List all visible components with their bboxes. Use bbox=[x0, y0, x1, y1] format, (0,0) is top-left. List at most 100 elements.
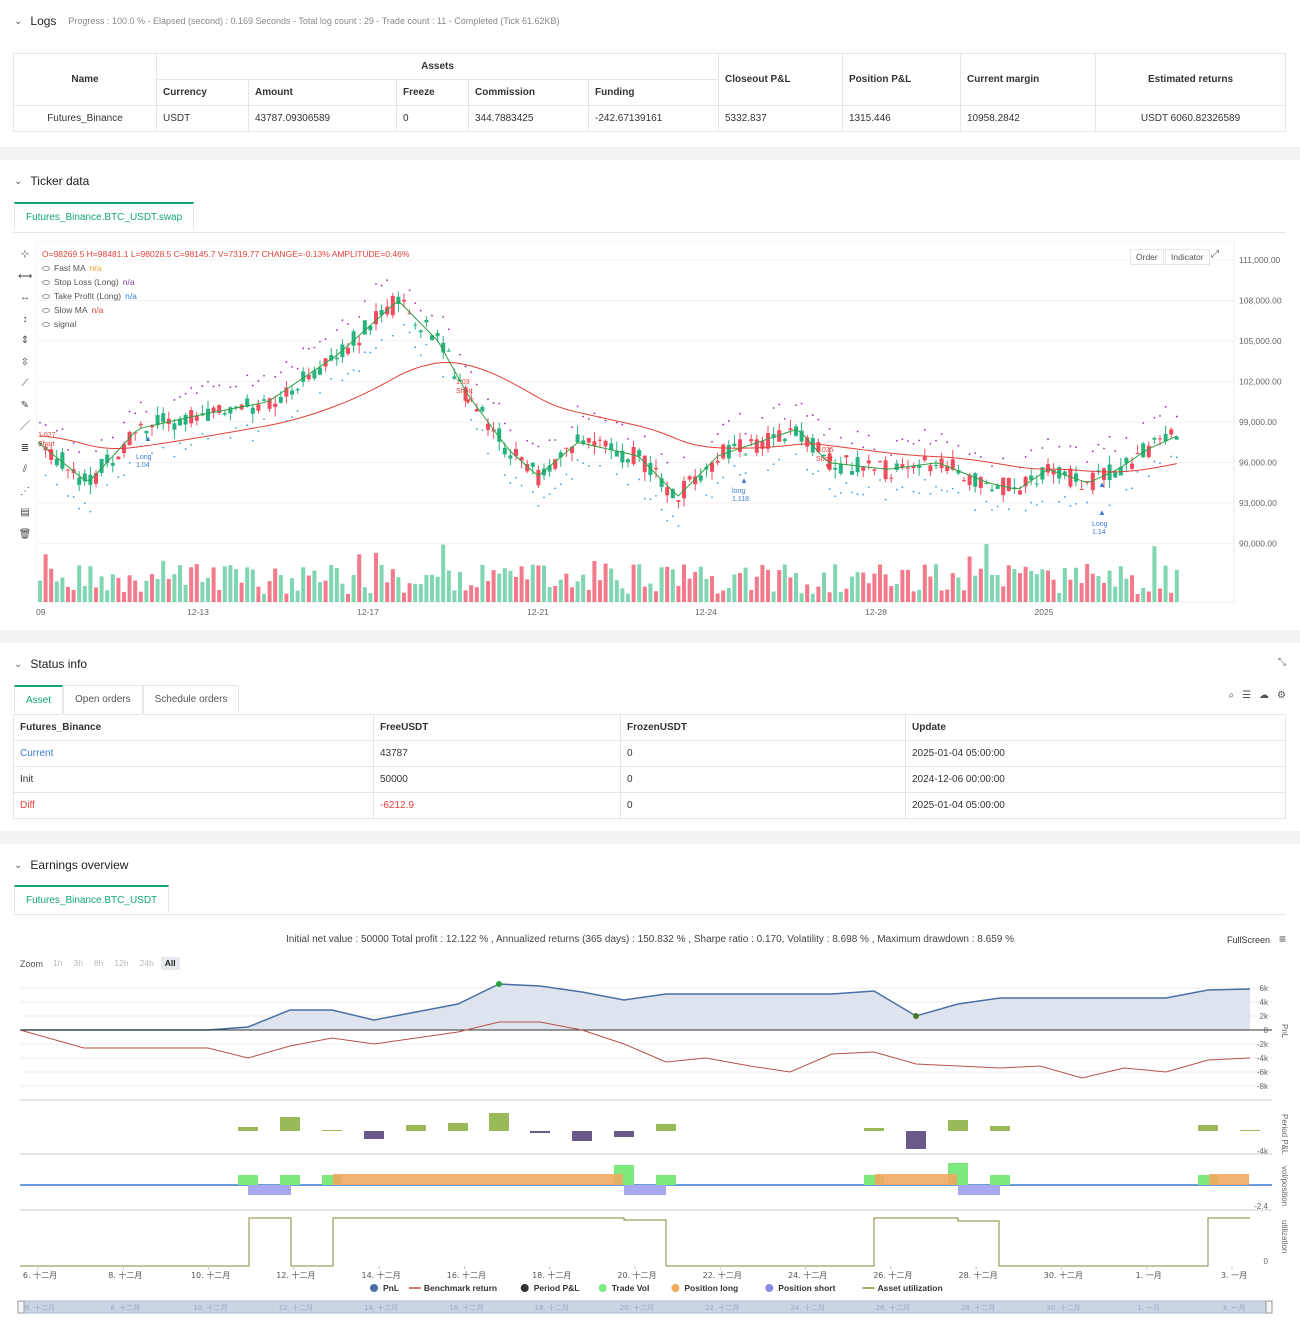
trash-icon[interactable]: 🗑 bbox=[18, 529, 32, 540]
eye-icon[interactable] bbox=[42, 265, 50, 271]
candle-body bbox=[413, 324, 418, 326]
stop-loss-dot bbox=[313, 346, 316, 349]
vertical-segment-icon[interactable]: ⇕ bbox=[20, 335, 30, 346]
candle-body bbox=[665, 487, 670, 496]
expand-icon[interactable]: ⤢ bbox=[1211, 249, 1219, 260]
zoom-24h[interactable]: 24h bbox=[139, 958, 154, 968]
take-profit-dot bbox=[576, 459, 579, 461]
volume-bar bbox=[1085, 564, 1090, 602]
collapse-icon[interactable]: ⤡ bbox=[1278, 657, 1286, 668]
take-profit-dot bbox=[817, 470, 820, 472]
eye-icon[interactable] bbox=[42, 293, 50, 299]
tab-btc-usdt[interactable]: Futures_Binance.BTC_USDT bbox=[14, 885, 170, 913]
ruler-icon[interactable]: ▤ bbox=[20, 507, 30, 518]
order-button[interactable]: Order bbox=[1130, 249, 1164, 265]
stop-loss-dot bbox=[1086, 461, 1089, 463]
volume-bar bbox=[687, 578, 692, 602]
take-profit-dot bbox=[67, 495, 69, 497]
tab-btc-usdt-swap[interactable]: Futures_Binance.BTC_USDT.swap bbox=[14, 202, 195, 230]
chevron-down-icon[interactable]: ⌄ bbox=[14, 175, 23, 187]
chevron-down-icon[interactable]: ⌄ bbox=[14, 15, 23, 27]
logs-header[interactable]: ⌄ Logs Progress : 100.0 % - Elapsed (sec… bbox=[14, 14, 560, 28]
eye-icon[interactable] bbox=[42, 279, 50, 285]
volume-bar bbox=[962, 590, 966, 602]
legend-item[interactable]: signal bbox=[42, 317, 409, 331]
eye-icon[interactable] bbox=[42, 321, 50, 327]
legend-item[interactable]: Slow MA n/a bbox=[42, 303, 409, 317]
fullscreen-button[interactable]: FullScreen bbox=[1226, 935, 1270, 945]
gear-icon[interactable]: ⚙ bbox=[1277, 690, 1286, 701]
indicator-button[interactable]: Indicator bbox=[1165, 249, 1210, 265]
legend-item[interactable]: Stop Loss (Long) n/a bbox=[42, 275, 409, 289]
volume-bar bbox=[553, 585, 558, 602]
status-header[interactable]: ⌄ Status info bbox=[14, 657, 87, 671]
position-long-bar bbox=[1209, 1174, 1249, 1185]
cloud-icon[interactable]: ☁ bbox=[1259, 690, 1270, 701]
zoom-1h[interactable]: 1h bbox=[53, 958, 63, 968]
earnings-header[interactable]: ⌄ Earnings overview bbox=[14, 858, 128, 872]
cell: USDT bbox=[156, 105, 249, 132]
x-tick-label: 2025 bbox=[1035, 607, 1054, 617]
x-tick-label: 22. 十二月 bbox=[703, 1270, 742, 1280]
stop-loss-dot bbox=[1103, 447, 1105, 450]
zoom-8h[interactable]: 8h bbox=[93, 958, 104, 968]
candle-body bbox=[626, 459, 630, 463]
crosshair-icon[interactable]: ⊹ bbox=[20, 249, 30, 260]
line-icon[interactable]: ／ bbox=[20, 421, 30, 432]
vertical-arrow-icon[interactable]: ⇳ bbox=[20, 357, 30, 368]
legend-item[interactable]: Fast MA n/a bbox=[42, 261, 409, 275]
list-icon[interactable]: ☰ bbox=[1242, 690, 1252, 701]
ticker-header[interactable]: ⌄ Ticker data bbox=[14, 174, 89, 188]
candle-body bbox=[586, 438, 591, 443]
volume-bar bbox=[1174, 569, 1179, 602]
ray-icon[interactable]: ↔ bbox=[20, 292, 30, 303]
candle-body bbox=[693, 476, 698, 485]
horizontal-line-icon[interactable]: ⟷ bbox=[18, 271, 33, 282]
y-tick-label: -2k bbox=[1257, 1040, 1269, 1049]
take-profit-dot bbox=[1086, 501, 1089, 504]
zoom-3h[interactable]: 3h bbox=[73, 958, 83, 968]
stop-loss-dot bbox=[795, 404, 797, 407]
candlestick-chart[interactable]: 111,000.00 108,000.00 105,000.00 102,000.00… bbox=[36, 241, 1286, 621]
channel-icon[interactable]: ⋰ bbox=[20, 486, 30, 497]
tab-schedule-orders[interactable]: Schedule orders bbox=[142, 685, 240, 713]
legend-label: Asset utilization bbox=[878, 1283, 943, 1293]
tab-asset[interactable]: Asset bbox=[14, 685, 64, 713]
volume-bar bbox=[133, 580, 138, 602]
tab-open-orders[interactable]: Open orders bbox=[63, 685, 143, 713]
chevron-down-icon[interactable]: ⌄ bbox=[14, 658, 23, 670]
volume-bar bbox=[654, 591, 658, 602]
stop-loss-dot bbox=[179, 396, 181, 398]
volume-bar bbox=[1079, 583, 1084, 602]
volume-bar bbox=[754, 576, 759, 602]
fib-icon[interactable]: ≣ bbox=[20, 443, 30, 454]
trend-line-icon[interactable]: ⟋ bbox=[21, 378, 29, 389]
parallel-channel-icon[interactable]: ⫽ bbox=[22, 464, 28, 475]
earnings-chart[interactable]: 6k 4k 2k 0 -2k -4k -6k -8k PnL -4k Period P&L -2.4 v… bbox=[0, 976, 1300, 1323]
take-profit-dot bbox=[475, 428, 478, 431]
candle-body bbox=[519, 457, 524, 461]
eye-icon[interactable] bbox=[42, 307, 50, 313]
take-profit-dot bbox=[811, 472, 814, 475]
candle-body bbox=[956, 470, 961, 474]
volume-bar bbox=[743, 567, 748, 602]
take-profit-dot bbox=[173, 455, 176, 458]
volume-bar bbox=[54, 581, 59, 602]
pen-icon[interactable]: ✎ bbox=[20, 400, 30, 411]
candle-body bbox=[581, 440, 586, 444]
search-icon[interactable]: ⌕ bbox=[1228, 690, 1235, 701]
candle-body bbox=[654, 467, 658, 470]
candle-body bbox=[525, 463, 530, 472]
zoom-all[interactable]: All bbox=[160, 957, 180, 970]
vertical-line-icon[interactable]: ↕ bbox=[22, 314, 28, 325]
stop-loss-dot bbox=[128, 410, 131, 413]
zoom-12h[interactable]: 12h bbox=[114, 958, 129, 968]
legend-label: Take Profit (Long) bbox=[54, 291, 122, 301]
zoom-label: Zoom bbox=[20, 958, 44, 969]
menu-icon[interactable]: ≡ bbox=[1278, 932, 1286, 946]
legend-item[interactable]: Take Profit (Long) n/a bbox=[42, 289, 409, 303]
row-label[interactable]: Current bbox=[13, 740, 374, 767]
volume-bar bbox=[1046, 570, 1050, 602]
candle-body bbox=[945, 465, 950, 472]
chevron-down-icon[interactable]: ⌄ bbox=[14, 859, 23, 871]
